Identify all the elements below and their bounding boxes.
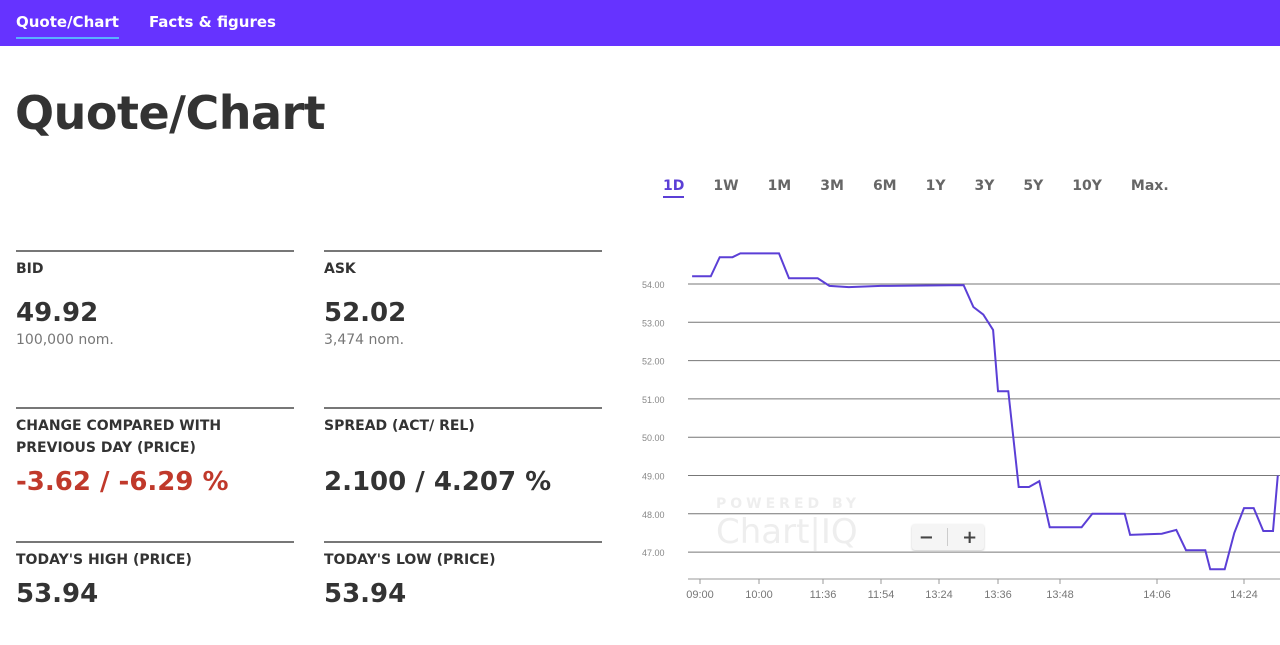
high-value: 53.94 [16, 579, 99, 609]
range-selector: 1D 1W 1M 3M 6M 1Y 3Y 5Y 10Y Max. [663, 178, 1198, 198]
bid-cell: BID 49.92 100,000 nom. [16, 250, 294, 348]
range-5y[interactable]: 5Y [1023, 178, 1044, 194]
high-cell: TODAY'S HIGH (PRICE) 53.94 [16, 541, 294, 609]
spread-label: SPREAD (ACT/ REL) [324, 418, 475, 434]
x-tick-label: 09:00 [686, 589, 714, 601]
ask-value: 52.02 [324, 298, 407, 328]
low-cell: TODAY'S LOW (PRICE) 53.94 [324, 541, 602, 609]
x-tick-label: 13:36 [984, 589, 1012, 601]
x-tick-label: 13:24 [925, 589, 953, 601]
low-label: TODAY'S LOW (PRICE) [324, 552, 496, 568]
chartiq-logo: Chart|IQ [716, 512, 858, 552]
bid-nominal: 100,000 nom. [16, 332, 114, 348]
y-tick-label: 47.00 [642, 548, 665, 558]
bid-value: 49.92 [16, 298, 99, 328]
price-line [692, 252, 1279, 571]
range-3y[interactable]: 3Y [974, 178, 995, 194]
price-chart[interactable]: 47.00 48.00 49.00 50.00 51.00 52.00 53.00 54.00… [640, 240, 1280, 610]
high-label: TODAY'S HIGH (PRICE) [16, 552, 192, 568]
change-label: CHANGE COMPARED WITH PREVIOUS DAY (PRICE… [16, 418, 222, 456]
y-tick-label: 53.00 [642, 318, 665, 328]
range-6m[interactable]: 6M [872, 178, 897, 194]
x-tick-label: 14:24 [1230, 589, 1258, 601]
ask-label: ASK [324, 261, 356, 277]
range-1d[interactable]: 1D [663, 178, 685, 198]
x-tick-label: 13:48 [1046, 589, 1074, 601]
x-tick-label: 11:36 [810, 589, 837, 601]
change-cell: CHANGE COMPARED WITH PREVIOUS DAY (PRICE… [16, 407, 294, 497]
spread-value: 2.100 / 4.207 % [324, 467, 552, 497]
top-nav: Quote/Chart Facts & figures [0, 0, 1280, 46]
page-title: Quote/Chart [15, 86, 326, 140]
y-tick-label: 50.00 [642, 433, 665, 443]
zoom-out-button[interactable]: − [918, 526, 934, 548]
range-1m[interactable]: 1M [767, 178, 792, 194]
tab-quote-chart[interactable]: Quote/Chart [16, 13, 119, 39]
range-1w[interactable]: 1W [713, 178, 739, 194]
watermark-powered-by: POWERED BY [716, 496, 861, 512]
x-tick-label: 10:00 [745, 589, 773, 601]
low-value: 53.94 [324, 579, 407, 609]
y-tick-label: 51.00 [642, 395, 665, 405]
x-tick-label: 14:06 [1143, 589, 1171, 601]
x-tick-label: 11:54 [868, 589, 895, 601]
y-tick-label: 48.00 [642, 510, 665, 520]
range-max[interactable]: Max. [1130, 178, 1169, 194]
bid-label: BID [16, 261, 44, 277]
range-10y[interactable]: 10Y [1072, 178, 1102, 194]
range-3m[interactable]: 3M [820, 178, 844, 194]
ask-nominal: 3,474 nom. [324, 332, 405, 348]
spread-cell: SPREAD (ACT/ REL) 2.100 / 4.207 % [324, 407, 602, 497]
change-value: -3.62 / -6.29 % [16, 467, 229, 497]
zoom-control: − + [912, 524, 984, 550]
tab-facts-figures[interactable]: Facts & figures [148, 12, 276, 31]
y-tick-label: 49.00 [642, 472, 665, 482]
ask-cell: ASK 52.02 3,474 nom. [324, 250, 602, 348]
zoom-in-button[interactable]: + [962, 526, 978, 548]
y-tick-label: 54.00 [642, 280, 665, 290]
range-1y[interactable]: 1Y [925, 178, 946, 194]
y-tick-label: 52.00 [642, 357, 665, 367]
